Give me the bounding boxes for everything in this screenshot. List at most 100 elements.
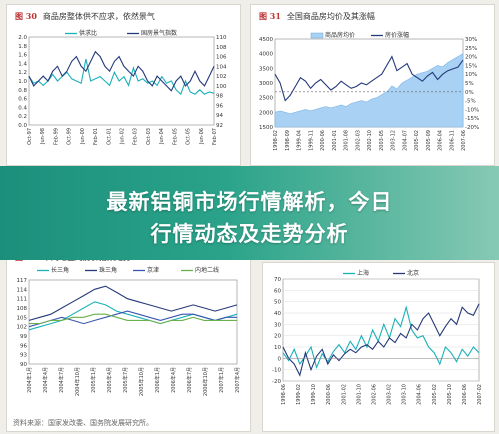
chart-panel-fig33: 70 60 50 40 30 20 10 0 -10 -20 1998-06 1999-02 1999-…	[262, 262, 495, 432]
x-tick-label: 2007-02	[477, 384, 483, 405]
y-tick-label: -20	[272, 379, 281, 385]
x-tick-label: 2001-08	[344, 130, 350, 151]
y-tick-label: 114	[17, 287, 28, 293]
x-tick-label: 2007-06	[461, 130, 467, 151]
series-line-房价涨幅	[274, 55, 464, 102]
y-tick-label: 0.6	[18, 97, 27, 103]
x-tick-label: 2004年4月	[42, 367, 49, 393]
legend-label: 商品房均价	[325, 31, 355, 39]
y2-tick-label: 10%	[465, 72, 477, 78]
x-tick-label: 2001-01	[332, 130, 338, 151]
figure-title: 全国商品房均价及其涨幅	[286, 12, 375, 21]
x-tick-label: 2005-02	[432, 384, 438, 405]
y-tick-label: 20	[274, 334, 281, 340]
series-line-长三角	[28, 301, 238, 331]
x-tick-label: Jun-02	[120, 128, 126, 145]
x-tick-label: 2005年1月	[90, 367, 97, 393]
chart-fig30: 2.0 1.8 1.6 1.4 1.2 1.0 0.8 0.6 0.4 0.2 0.0 110 108 1…	[18, 29, 227, 145]
legend-label: 上海	[357, 269, 369, 277]
y-tick-label: 10	[274, 345, 281, 351]
legend-label: 京津	[147, 266, 159, 274]
plot-frame	[28, 279, 238, 365]
x-tick-label: Oct-97	[27, 128, 33, 145]
y-tick-label: 102	[17, 325, 28, 331]
x-tick-label: 1998-06	[281, 384, 287, 405]
headline-banner: 最新铝铜市场行情解析，今日 行情动态及走势分析	[0, 166, 499, 260]
x-tick-label: Jun-06	[199, 128, 205, 145]
source-note: 资料来源：国家发改委、国务院发展研究所。	[13, 419, 153, 427]
y2-tick-label: 5%	[465, 81, 474, 87]
y2-tick-label: 30%	[465, 37, 477, 43]
x-tick-label: Jun-00	[80, 128, 86, 145]
y-tick-label: 0.0	[18, 123, 27, 129]
x-tick-label: 2003-12	[391, 130, 397, 151]
x-tick-label: 2005-10	[447, 384, 453, 405]
legend-label: 长三角	[51, 266, 69, 274]
y-tick-label: 2.0	[18, 35, 27, 41]
y-tick-label: 3500	[259, 66, 273, 72]
y2-tick-label: 92	[216, 123, 223, 129]
x-tick-label: Oct-05	[186, 128, 192, 145]
y-tick-label: 99	[20, 334, 27, 340]
y-tick-label: 111	[17, 297, 28, 303]
x-tick-label: Feb-07	[212, 128, 218, 145]
y2-tick-label: 100	[216, 84, 227, 90]
legend-label: 房价涨幅	[385, 31, 409, 39]
x-tick-label: 2006年10月	[202, 367, 209, 396]
y-tick-label: 1.0	[18, 79, 27, 85]
y-tick-label: 96	[20, 343, 27, 349]
y-tick-label: 108	[17, 306, 28, 312]
figure-title: 商品房整体供不应求，依然景气	[42, 12, 155, 21]
series-line-国房景气指数	[28, 50, 215, 92]
x-tick-label: Feb-99	[53, 128, 59, 145]
x-tick-label: 2006-06	[462, 384, 468, 405]
y2-tick-label: 15%	[465, 63, 477, 69]
x-tick-label: 2002-03	[355, 130, 361, 151]
y-tick-label: 70	[274, 277, 281, 283]
series-line-珠三角	[28, 285, 238, 321]
y2-tick-label: -15%	[465, 116, 479, 122]
x-tick-label: 2005年7月	[122, 367, 129, 393]
x-tick-label: 1998-02	[273, 130, 279, 151]
y-tick-label: 30	[274, 322, 281, 328]
x-tick-label: 2001-10	[356, 384, 362, 405]
x-tick-label: 2004年7月	[58, 367, 65, 393]
x-tick-label: 2004-07	[402, 130, 408, 151]
chart-panel-fig30: 图 30 商品房整体供不应求，依然景气 2.0 1.8 1.6 1.4 1.2 1.0 0.8…	[6, 4, 241, 166]
x-tick-label: Oct-99	[67, 128, 73, 145]
y2-tick-label: 106	[216, 55, 227, 61]
x-tick-label: 2006年4月	[170, 367, 177, 393]
x-tick-label: 2005-02	[414, 130, 420, 151]
y-tick-label: 50	[274, 300, 281, 306]
y-tick-label: 117	[17, 278, 28, 284]
x-tick-label: 2007年4月	[234, 367, 241, 393]
figure-number: 图 31	[259, 11, 281, 21]
y-tick-label: 1.6	[18, 53, 27, 59]
y2-tick-label: 96	[216, 103, 223, 109]
series-line-北京	[282, 303, 480, 377]
x-tick-label: 2004年1月	[26, 367, 33, 393]
x-tick-label: 2006年1月	[154, 367, 161, 393]
y-tick-label: 40	[274, 311, 281, 317]
y-tick-label: 0.8	[18, 88, 27, 94]
y-tick-label: 4500	[259, 37, 273, 43]
x-tick-label: Feb-05	[172, 128, 178, 145]
x-tick-label: 2001-02	[341, 384, 347, 405]
x-tick-label: 1999-04	[297, 130, 303, 151]
x-tick-label: Feb-01	[93, 128, 99, 145]
x-tick-label: 1999-10	[311, 384, 317, 405]
chart-title-fig30: 图 30 商品房整体供不应求，依然景气	[15, 11, 155, 22]
y-tick-label: 3000	[259, 81, 273, 87]
y-tick-label: 90	[20, 362, 27, 368]
y-tick-label: 1500	[259, 125, 273, 131]
headline-line-1: 最新铝铜市场行情解析，今日	[106, 190, 393, 214]
legend-label: 国房景气指数	[141, 29, 177, 37]
x-tick-label: 2005年10月	[138, 367, 145, 396]
y2-tick-label: 94	[216, 113, 223, 119]
x-tick-label: 2004-06	[417, 384, 423, 405]
y-tick-label: 0	[278, 356, 282, 362]
legend-label: 珠三角	[99, 266, 117, 274]
x-tick-label: 2004年10月	[74, 367, 81, 396]
series-line-京津	[28, 310, 237, 328]
